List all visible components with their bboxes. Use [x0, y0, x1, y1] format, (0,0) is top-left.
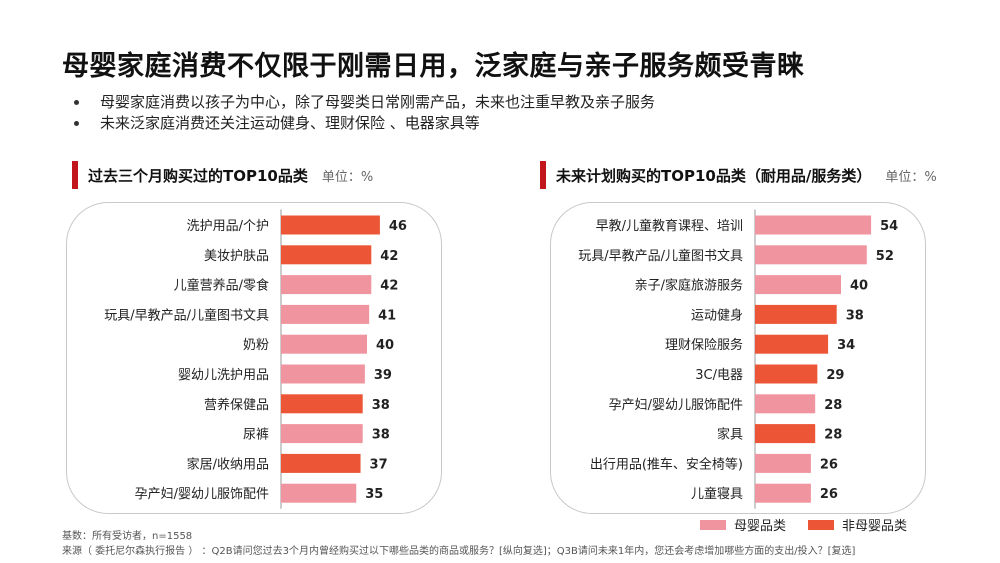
category-label: 美妆护肤品: [204, 249, 269, 264]
bullet-item: 未来泛家庭消费还关注运动健身、理财保险 、电器家具等: [74, 113, 655, 134]
bar: [755, 275, 841, 295]
bar: [281, 394, 363, 414]
category-label: 理财保险服务: [665, 337, 743, 353]
data-label: 42: [380, 249, 398, 264]
legend-swatch-maternal: [700, 519, 726, 530]
accent-bar: [540, 161, 546, 189]
category-label: 婴幼儿洗护用品: [178, 368, 269, 383]
bullet-item: 母婴家庭消费以孩子为中心，除了母婴类日常刚需产品，未来也注重早教及亲子服务: [74, 92, 655, 113]
legend: 母婴品类 非母婴品类: [700, 515, 929, 534]
data-label: 52: [876, 249, 894, 264]
bar: [281, 334, 367, 354]
footnote-source: 来源（ 委托尼尔森执行报告 ） ：Q2B请问您过去3个月内曾经购买过以下哪些品类…: [62, 546, 856, 557]
bar: [281, 424, 363, 444]
legend-item-non-maternal: 非母婴品类: [808, 515, 907, 534]
bar: [281, 245, 372, 265]
bar: [755, 215, 872, 235]
category-label: 营养保健品: [204, 397, 269, 413]
chart-title: 未来计划购买的TOP10品类（耐用品/服务类）: [556, 166, 872, 185]
bar: [281, 275, 372, 295]
legend-label: 母婴品类: [734, 519, 787, 534]
chart-header-past: 过去三个月购买过的TOP10品类 单位：%: [72, 161, 374, 189]
chart-header-future: 未来计划购买的TOP10品类（耐用品/服务类） 单位：%: [540, 161, 937, 189]
data-label: 26: [820, 457, 838, 472]
data-label: 40: [850, 279, 868, 294]
category-label: 儿童营养品/零食: [174, 278, 269, 294]
category-label: 孕产妇/婴幼儿服饰配件: [609, 397, 743, 413]
category-label: 玩具/早教产品/儿童图书文具: [578, 248, 743, 264]
chart-title: 过去三个月购买过的TOP10品类: [88, 166, 308, 185]
category-label: 尿裤: [243, 428, 269, 443]
category-label: 儿童寝具: [691, 486, 743, 502]
data-label: 40: [376, 338, 394, 353]
chart-unit: 单位：%: [321, 169, 374, 185]
data-label: 28: [824, 398, 842, 413]
category-label: 奶粉: [243, 338, 269, 353]
category-label: 玩具/早教产品/儿童图书文具: [104, 307, 269, 323]
category-label: 洗护用品/个护: [187, 219, 269, 234]
data-label: 28: [824, 428, 842, 443]
data-label: 37: [370, 457, 388, 472]
data-label: 29: [826, 368, 844, 383]
legend-item-maternal: 母婴品类: [700, 515, 786, 534]
bar: [755, 453, 811, 473]
bar: [755, 483, 811, 503]
data-label: 38: [372, 428, 390, 443]
footnote-base: 基数：所有受访者，n=1558: [62, 531, 193, 542]
bar: [755, 304, 837, 324]
bar: [755, 394, 816, 414]
category-label: 早教/儿童教育课程、培训: [596, 218, 743, 234]
legend-swatch-non-maternal: [808, 519, 835, 530]
category-label: 亲子/家庭旅游服务: [635, 278, 743, 294]
chart-unit: 单位：%: [885, 169, 937, 185]
data-label: 38: [372, 398, 390, 413]
bullet-list: 母婴家庭消费以孩子为中心，除了母婴类日常刚需产品，未来也注重早教及亲子服务 未来…: [74, 92, 655, 134]
data-label: 42: [380, 279, 398, 294]
data-label: 39: [374, 368, 392, 383]
bar: [281, 364, 365, 384]
category-label: 孕产妇/婴幼儿服饰配件: [135, 486, 269, 502]
bar: [755, 334, 829, 354]
bar: [281, 483, 357, 503]
chart-panel-past: [66, 202, 442, 514]
category-label: 出行用品(推车、安全椅等): [590, 456, 743, 472]
bar: [755, 364, 818, 384]
category-label: 3C/电器: [695, 368, 743, 383]
data-label: 54: [880, 219, 898, 234]
bar: [281, 453, 361, 473]
data-label: 46: [389, 219, 407, 234]
bar: [755, 245, 867, 265]
legend-label: 非母婴品类: [842, 519, 908, 534]
chart-panel-future: [550, 202, 926, 514]
category-label: 家居/收纳用品: [187, 456, 269, 472]
data-label: 38: [846, 308, 864, 323]
data-label: 26: [820, 487, 838, 502]
category-label: 家具: [717, 427, 743, 443]
bar: [755, 424, 816, 444]
category-label: 运动健身: [691, 307, 743, 323]
page-title: 母婴家庭消费不仅限于刚需日用，泛家庭与亲子服务颇受青睐: [62, 51, 805, 82]
data-label: 41: [378, 308, 396, 323]
bar: [281, 304, 370, 324]
data-label: 35: [365, 487, 383, 502]
bar: [281, 215, 380, 235]
accent-bar: [72, 161, 78, 189]
data-label: 34: [837, 338, 855, 353]
